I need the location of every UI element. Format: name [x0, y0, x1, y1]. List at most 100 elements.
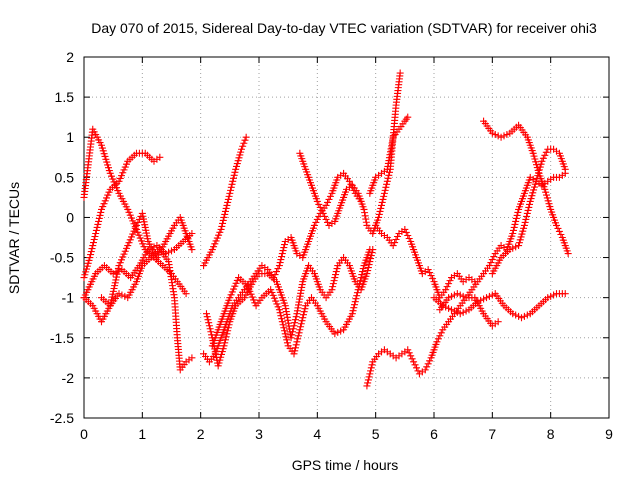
- data-point-arc-14: [488, 291, 496, 299]
- data-point-arc-2: [87, 248, 95, 256]
- data-point-arc-12: [368, 361, 376, 369]
- data-point-arc-14: [483, 294, 490, 302]
- data-point-arc-6: [221, 210, 229, 218]
- data-point-arc-8: [205, 322, 213, 330]
- data-point-arc-5: [118, 291, 126, 299]
- data-point-arc-9: [278, 315, 286, 323]
- data-point-arc-9: [353, 289, 361, 297]
- data-point-arc-10: [376, 207, 384, 215]
- data-point-arc-10: [362, 218, 370, 226]
- x-tick-label: 6: [430, 426, 438, 442]
- data-point-arc-9: [277, 312, 285, 320]
- x-axis-label: GPS time / hours: [292, 457, 399, 473]
- data-point-arc-10: [383, 180, 391, 188]
- x-tick-label: 0: [80, 426, 88, 442]
- data-point-arc-9: [297, 320, 305, 328]
- data-point-arc-9: [359, 265, 367, 273]
- data-point-arc-9: [348, 310, 356, 318]
- data-point-arc-12: [365, 373, 373, 381]
- points-layer: [80, 69, 572, 390]
- data-point-arc-8: [203, 313, 211, 321]
- data-point-arc-9: [299, 311, 307, 319]
- data-point-arc-15: [453, 290, 461, 298]
- data-point-arc-17: [538, 157, 546, 165]
- data-point-arc-15: [494, 318, 502, 326]
- data-point-arc-16: [497, 133, 505, 141]
- data-point-arc-5: [115, 290, 123, 298]
- data-point-arc-9: [275, 306, 283, 314]
- data-point-arc-2: [86, 254, 94, 262]
- data-point-arc-10: [316, 203, 324, 211]
- data-point-arc-10: [378, 198, 386, 206]
- data-point-arc-14: [450, 307, 458, 315]
- data-point-arc-5: [188, 354, 196, 362]
- data-point-arc-14: [547, 292, 555, 300]
- data-point-arc-6: [227, 183, 235, 191]
- data-point-arc-4: [165, 248, 173, 256]
- data-point-arc-9: [279, 321, 287, 329]
- data-point-arc-13: [402, 228, 410, 236]
- data-point-arc-7: [324, 198, 332, 206]
- data-point-arc-17: [524, 206, 532, 214]
- data-point-arc-14: [561, 290, 569, 298]
- data-point-arc-8: [289, 325, 297, 333]
- data-point-arc-10: [322, 215, 330, 223]
- data-point-arc-9: [331, 330, 339, 338]
- data-point-arc-7: [322, 201, 330, 209]
- y-tick-label: 1: [66, 129, 74, 145]
- data-point-arc-12: [364, 376, 372, 384]
- data-point-arc-12: [487, 259, 495, 267]
- data-point-arc-6: [224, 198, 232, 206]
- data-point-arc-9: [281, 327, 289, 335]
- data-point-arc-8: [331, 274, 339, 282]
- data-point-arc-13: [429, 275, 437, 283]
- data-point-arc-6: [225, 192, 233, 200]
- data-point-arc-8: [225, 321, 233, 329]
- data-point-arc-9: [353, 292, 361, 300]
- data-point-arc-10: [375, 213, 383, 221]
- data-point-arc-10: [379, 195, 387, 203]
- data-point-arc-17: [512, 243, 520, 251]
- data-point-arc-6: [242, 133, 250, 141]
- data-point-arc-10: [319, 209, 327, 217]
- data-point-arc-2: [93, 223, 101, 231]
- data-point-arc-14: [462, 307, 470, 315]
- data-point-arc-14: [550, 291, 558, 299]
- data-point-arc-10: [381, 186, 389, 194]
- data-point-arc-6: [227, 186, 235, 194]
- data-point-arc-10: [362, 215, 370, 223]
- data-point-arc-2: [94, 220, 102, 228]
- y-tick-label: -2.5: [50, 410, 74, 426]
- data-point-arc-14: [520, 312, 528, 320]
- data-point-arc-15: [456, 291, 464, 299]
- data-point-arc-8: [220, 342, 228, 350]
- data-point-arc-13: [445, 280, 453, 288]
- data-point-arc-7: [275, 262, 283, 270]
- data-point-arc-9: [351, 298, 359, 306]
- data-point-arc-9: [293, 338, 301, 346]
- data-point-arc-7: [278, 250, 286, 258]
- data-point-arc-16: [564, 250, 572, 258]
- data-point-arc-13: [404, 231, 412, 239]
- data-point-arc-16: [500, 132, 508, 140]
- data-point-arc-6: [229, 174, 237, 182]
- data-point-arc-8: [288, 331, 296, 339]
- data-point-arc-13: [405, 235, 413, 243]
- data-point-arc-6: [218, 222, 226, 230]
- data-point-arc-8: [364, 267, 372, 275]
- data-point-arc-9: [366, 246, 374, 254]
- data-point-arc-14: [445, 304, 453, 312]
- y-tick-label: 0.5: [55, 169, 75, 185]
- data-point-arc-6: [238, 145, 245, 153]
- data-point-arc-9: [294, 332, 302, 340]
- data-point-arc-12: [490, 253, 498, 261]
- data-point-arc-8: [223, 330, 231, 338]
- data-point-arc-13: [446, 277, 454, 285]
- data-point-arc-6: [231, 168, 239, 176]
- data-point-arc-8: [224, 324, 232, 332]
- x-tick-label: 1: [138, 426, 146, 442]
- data-point-arc-9: [283, 339, 291, 347]
- data-point-arc-10: [382, 183, 390, 191]
- data-point-arc-6: [224, 195, 232, 203]
